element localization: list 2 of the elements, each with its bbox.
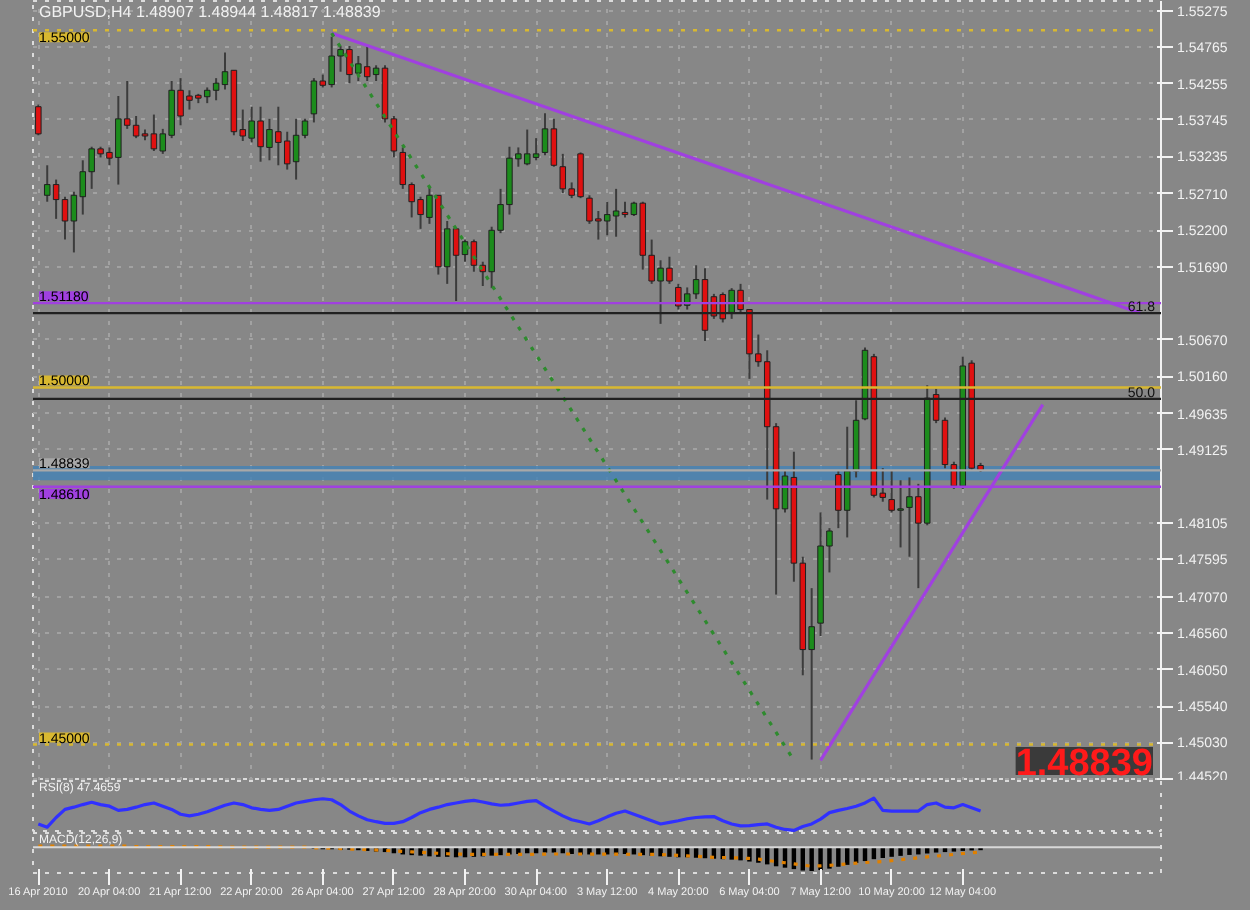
chart-title: GBPUSD,H4 1.48907 1.48944 1.48817 1.48839 [39, 3, 382, 21]
annotation: 1.48839 [1015, 743, 1154, 785]
